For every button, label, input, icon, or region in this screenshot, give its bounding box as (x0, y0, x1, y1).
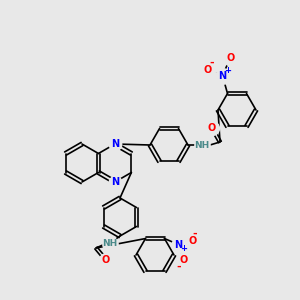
Text: +: + (224, 66, 231, 75)
Text: O: O (102, 255, 110, 265)
Text: N: N (111, 177, 119, 187)
Text: -: - (176, 262, 181, 272)
Text: O: O (188, 236, 196, 245)
Text: N: N (218, 70, 226, 80)
Text: -: - (209, 58, 214, 68)
Text: +: + (180, 244, 187, 253)
Text: O: O (203, 64, 211, 74)
Text: -: - (192, 229, 197, 238)
Text: NH: NH (102, 239, 118, 248)
Text: NH: NH (194, 140, 210, 149)
Text: O: O (208, 123, 216, 133)
Text: O: O (179, 254, 188, 265)
Text: O: O (226, 52, 235, 62)
Text: N: N (174, 239, 183, 250)
Text: N: N (111, 139, 119, 149)
